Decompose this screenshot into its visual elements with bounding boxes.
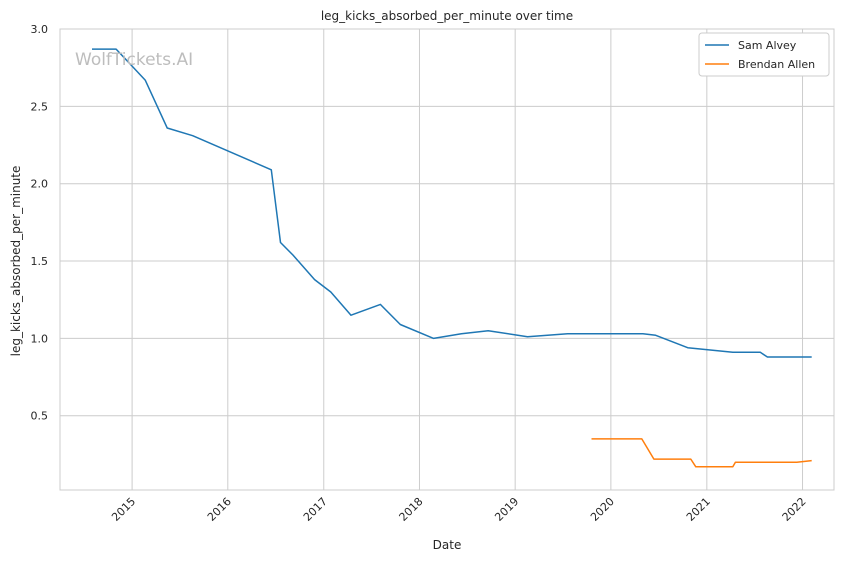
y-axis-title: leg_kicks_absorbed_per_minute bbox=[9, 166, 23, 357]
series-layer bbox=[92, 48, 812, 468]
chart-title: leg_kicks_absorbed_per_minute over time bbox=[321, 9, 573, 23]
series-line-brendan-allen bbox=[591, 438, 812, 468]
x-axis-title: Date bbox=[433, 538, 462, 552]
y-tick-label: 0.5 bbox=[31, 410, 49, 423]
series-line-sam-alvey bbox=[92, 48, 812, 358]
y-tick-label: 1.0 bbox=[31, 332, 49, 345]
legend-label-brendan-allen: Brendan Allen bbox=[738, 58, 815, 71]
legend: Sam Alvey Brendan Allen bbox=[698, 32, 830, 77]
y-tick-label: 3.0 bbox=[31, 23, 49, 36]
legend-label-sam-alvey: Sam Alvey bbox=[738, 39, 797, 52]
watermark-text: WolfTickets.AI bbox=[75, 50, 193, 70]
y-tick-label: 2.5 bbox=[31, 100, 49, 113]
plot-frame bbox=[59, 28, 835, 491]
y-tick-label: 1.5 bbox=[31, 255, 49, 268]
y-tick-label: 2.0 bbox=[31, 178, 49, 191]
legend-box bbox=[698, 32, 830, 77]
